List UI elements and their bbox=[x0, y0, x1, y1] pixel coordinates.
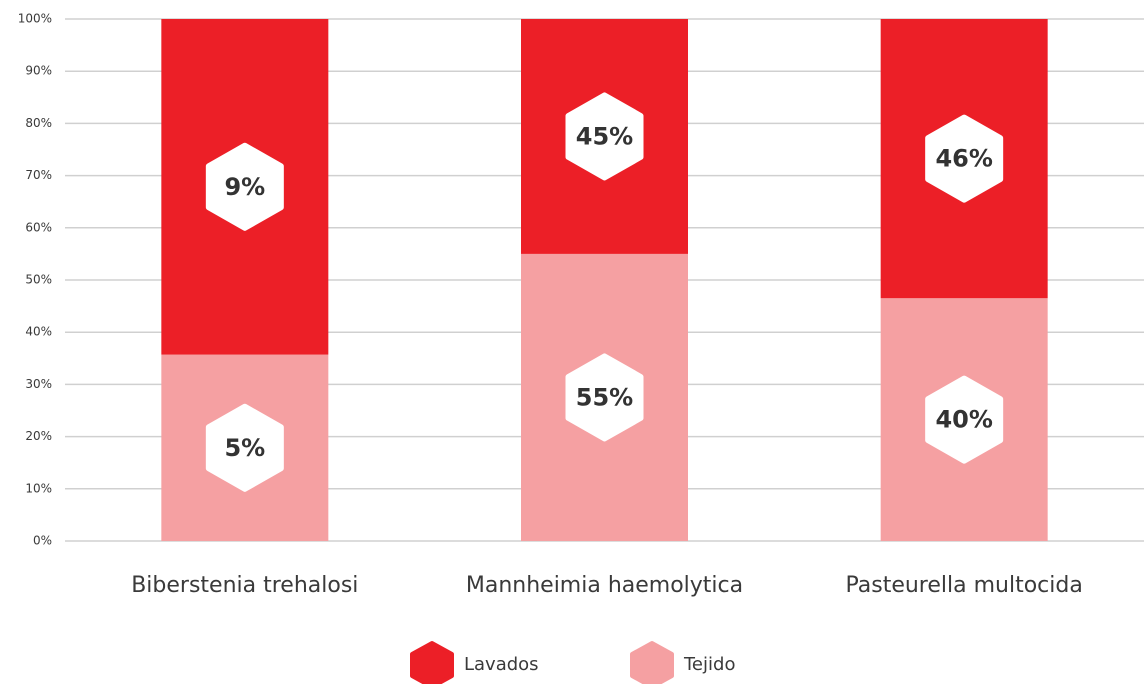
y-tick-label: 20% bbox=[25, 429, 52, 443]
y-tick-label: 40% bbox=[25, 325, 52, 339]
legend-marker bbox=[630, 641, 674, 684]
legend-marker bbox=[410, 641, 454, 684]
value-label: 46% bbox=[935, 145, 992, 173]
y-tick-label: 10% bbox=[25, 481, 52, 495]
value-label-badge bbox=[925, 375, 1004, 464]
y-tick-label: 80% bbox=[25, 116, 52, 130]
value-label: 55% bbox=[576, 383, 633, 411]
y-tick-label: 60% bbox=[25, 220, 52, 234]
y-tick-label: 90% bbox=[25, 64, 52, 78]
y-tick-label: 70% bbox=[25, 168, 52, 182]
value-label-badge bbox=[925, 114, 1004, 203]
value-label-badge bbox=[565, 92, 644, 181]
x-tick-label: Pasteurella multocida bbox=[845, 573, 1082, 598]
y-tick-label: 100% bbox=[18, 12, 52, 26]
legend-label: Tejido bbox=[683, 654, 735, 675]
value-label-badge bbox=[205, 142, 284, 231]
value-label-badge bbox=[565, 353, 644, 442]
x-tick-label: Biberstenia trehalosi bbox=[131, 573, 358, 598]
legend-label: Lavados bbox=[464, 654, 539, 675]
value-label: 40% bbox=[935, 406, 992, 434]
value-label: 45% bbox=[576, 122, 633, 150]
value-label: 5% bbox=[224, 434, 265, 462]
y-tick-label: 0% bbox=[33, 534, 52, 548]
x-tick-label: Mannheimia haemolytica bbox=[466, 573, 743, 598]
value-label-badge bbox=[205, 403, 284, 492]
y-tick-label: 50% bbox=[25, 273, 52, 287]
value-label: 9% bbox=[224, 173, 265, 201]
y-tick-label: 30% bbox=[25, 377, 52, 391]
